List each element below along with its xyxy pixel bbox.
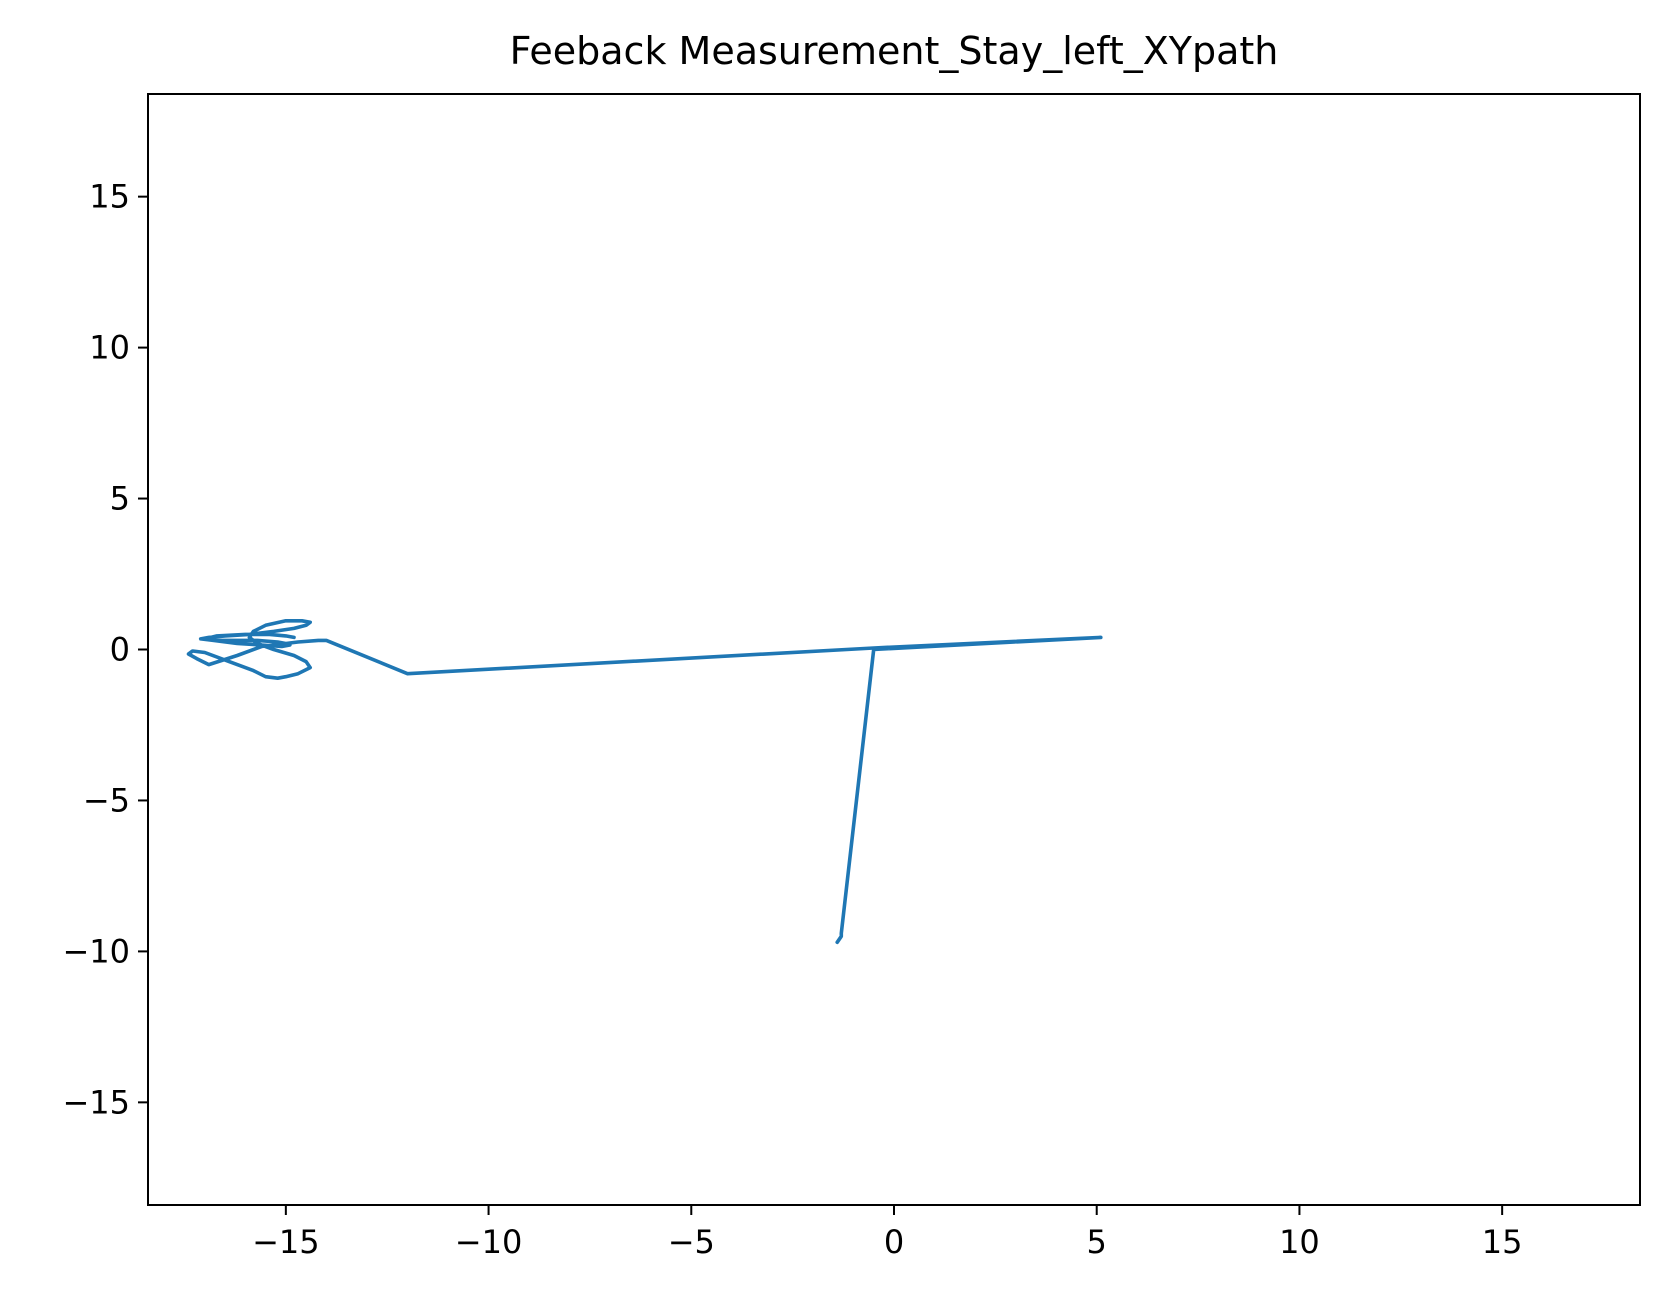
x-tick-label: 15 xyxy=(1482,1223,1523,1261)
x-tick-label: −10 xyxy=(455,1223,523,1261)
y-tick-label: −10 xyxy=(62,932,130,970)
x-tick-label: 10 xyxy=(1279,1223,1320,1261)
chart-title: Feeback Measurement_Stay_left_XYpath xyxy=(510,29,1279,73)
x-tick-label: −5 xyxy=(668,1223,715,1261)
x-tick-label: 0 xyxy=(884,1223,904,1261)
x-tick-label: −15 xyxy=(252,1223,320,1261)
y-tick-label: 15 xyxy=(89,178,130,216)
y-tick-label: 5 xyxy=(110,480,130,518)
y-tick-label: −5 xyxy=(83,781,130,819)
x-tick-label: 5 xyxy=(1087,1223,1107,1261)
y-tick-label: 0 xyxy=(110,631,130,669)
y-tick-label: 10 xyxy=(89,329,130,367)
plot-area: −15 −10 −5 0 5 10 15 −15 −10 −5 0 5 10 15 xyxy=(62,93,1641,1261)
y-tick-label: −15 xyxy=(62,1083,130,1121)
series-line-0 xyxy=(186,618,1103,945)
